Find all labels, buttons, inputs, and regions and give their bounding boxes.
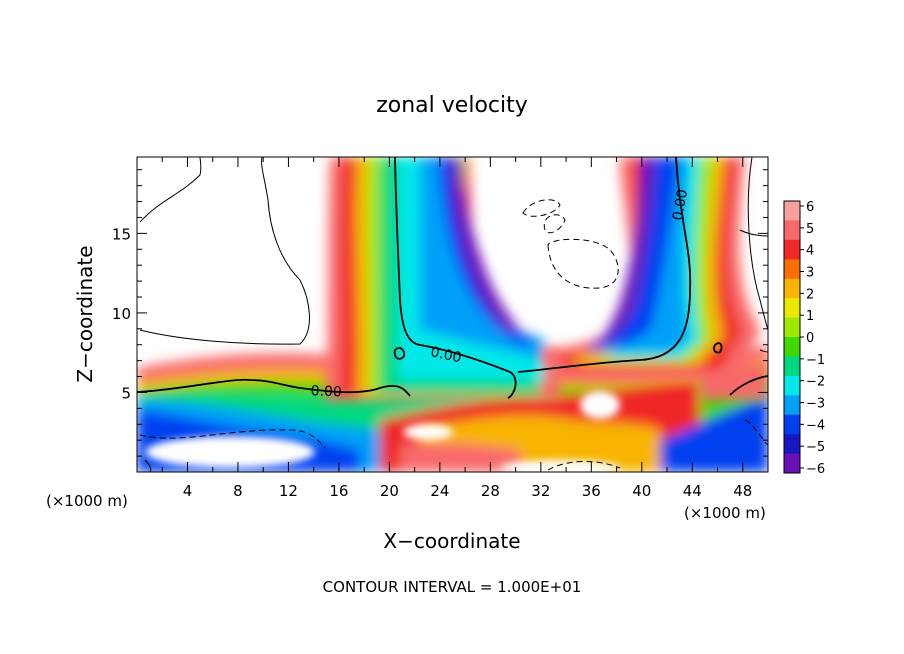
- colorbar-label: −5: [806, 440, 825, 455]
- y-tick-label: 10: [112, 305, 131, 323]
- colorbar-label: 3: [806, 266, 814, 281]
- colorbar-label: 2: [806, 287, 814, 302]
- x-tick-label: 16: [329, 482, 348, 500]
- colorbar-swatch: [784, 317, 800, 338]
- colorbar-swatch: [784, 395, 800, 416]
- colorbar-label: −3: [806, 397, 825, 412]
- thin-contours: [139, 157, 768, 472]
- colorbar-swatch: [784, 298, 800, 319]
- x-tick-label: 36: [582, 482, 601, 500]
- x-tick-label: 40: [632, 482, 651, 500]
- x-tick-label: 48: [733, 482, 752, 500]
- colorbar-swatch: [784, 375, 800, 396]
- colorbar-label: 0: [806, 331, 814, 346]
- colorbar-label: −4: [806, 418, 825, 433]
- calm-patches: [145, 391, 620, 472]
- x-tick-label: 12: [279, 482, 298, 500]
- contour-label: 0.00: [310, 383, 342, 400]
- contour-label: 0.00: [670, 188, 691, 221]
- contour-labels: 0.00 0.00 0.00: [310, 188, 691, 400]
- chart-title: zonal velocity: [376, 93, 528, 118]
- x-unit-right: (×1000 m): [684, 504, 766, 522]
- x-tick-label: 8: [233, 482, 243, 500]
- dashed-contours: [139, 199, 768, 471]
- x-tick-label: 32: [531, 482, 550, 500]
- x-axis-label: X−coordinate: [383, 529, 520, 553]
- colorbar-label: 4: [806, 244, 814, 259]
- y-axis-label: Z−coordinate: [73, 245, 97, 382]
- plot-frame: [136, 156, 769, 473]
- colorbar-label: 5: [806, 222, 814, 237]
- x-tick-label: 24: [430, 482, 449, 500]
- colorbar-label: −2: [806, 375, 825, 390]
- colorbar-swatch: [784, 453, 800, 474]
- colorbar-swatch: [784, 259, 800, 280]
- contour-interval-note: CONTOUR INTERVAL = 1.000E+01: [323, 578, 582, 596]
- right-vertical-plume: [540, 157, 768, 400]
- x-tick-label: 28: [481, 482, 500, 500]
- left-vertical-plume: [325, 157, 560, 400]
- colorbar-label: −6: [806, 462, 825, 477]
- x-tick-label: 20: [380, 482, 399, 500]
- contour-label: 0.00: [429, 344, 463, 366]
- plot-area: 0.00 0.00 0.00: [137, 157, 768, 472]
- colorbar-label: 1: [806, 309, 814, 324]
- x-unit-left: (×1000 m): [46, 492, 128, 510]
- colorbar-swatch: [784, 356, 800, 377]
- x-tick-label: 4: [183, 482, 193, 500]
- colorbar-swatch: [784, 220, 800, 241]
- colorbar-swatch: [784, 239, 800, 260]
- colorbar-swatch: [784, 414, 800, 435]
- colorbar: 6 5 4 3 2 1 0 −1 −2 −3 −4 −5 −6: [783, 200, 825, 477]
- colorbar-label: 6: [806, 200, 814, 215]
- y-tick-label: 15: [112, 225, 131, 243]
- colorbar-swatch: [784, 278, 800, 299]
- colorbar-swatch: [784, 201, 800, 221]
- x-axis: 4 8 12 16 20 24 28 32 36 40 44 48: [161, 157, 752, 500]
- colorbar-label: −1: [806, 353, 825, 368]
- colorbar-swatch: [784, 434, 800, 455]
- x-tick-label: 44: [683, 482, 702, 500]
- y-tick-label: 5: [121, 384, 131, 402]
- colorbar-swatch: [784, 337, 800, 357]
- y-axis: 5 10 15: [112, 169, 768, 457]
